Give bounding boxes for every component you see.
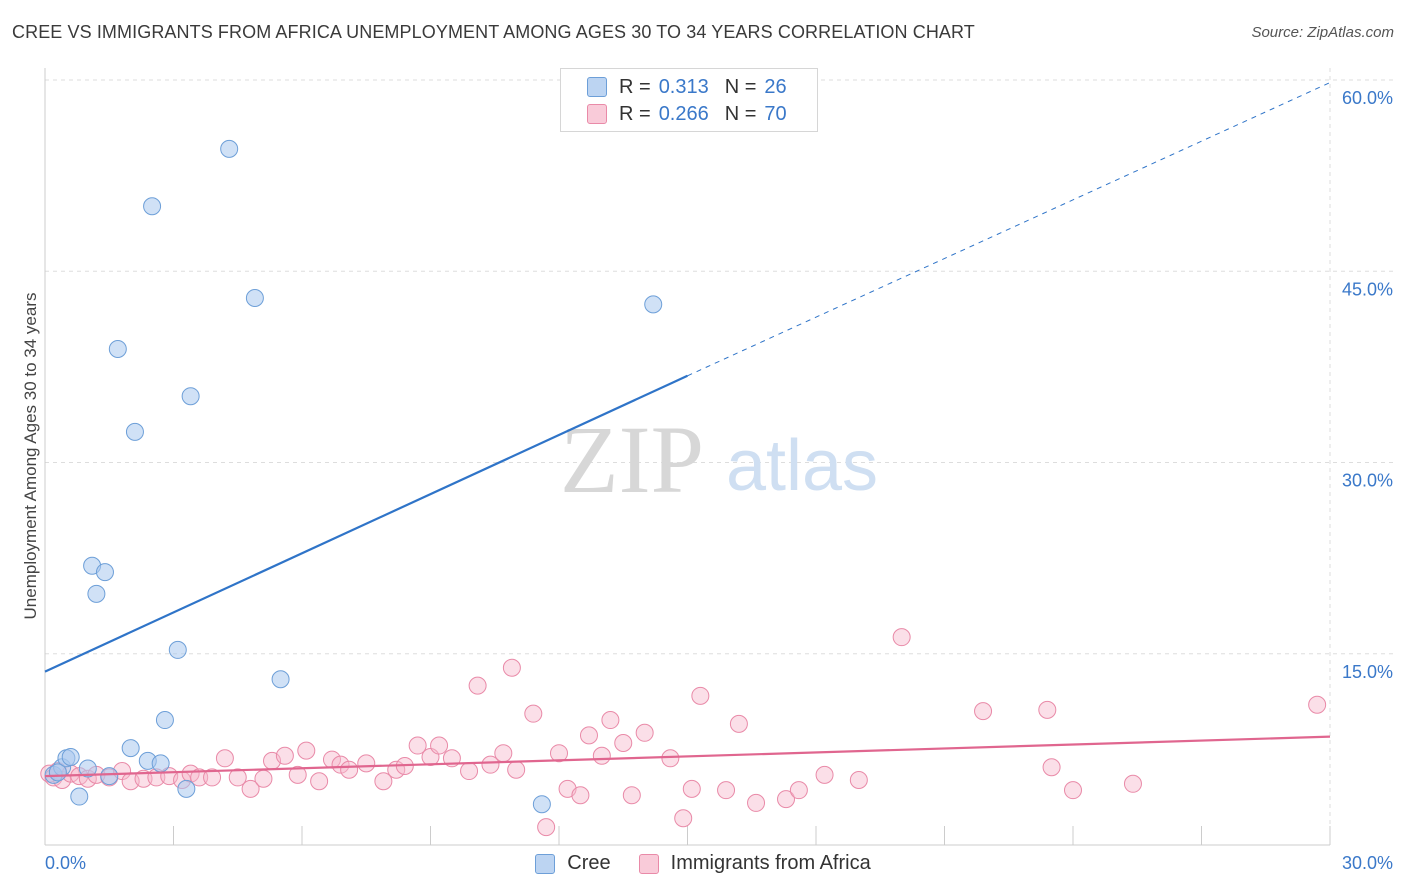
africa-point	[1065, 782, 1082, 799]
africa-point	[850, 771, 867, 788]
africa-point	[692, 687, 709, 704]
africa-point	[341, 761, 358, 778]
africa-point	[1124, 775, 1141, 792]
watermark-zip: ZIP	[560, 406, 704, 513]
y-tick-label: 30.0%	[1342, 471, 1393, 491]
bottom-legend-cree-label: Cree	[567, 852, 610, 875]
cree-point	[221, 140, 238, 157]
africa-point	[255, 770, 272, 787]
cree-point	[178, 780, 195, 797]
cree-point	[49, 764, 66, 781]
africa-point	[1039, 701, 1056, 718]
legend-row-cree: R = 0.313 N = 26	[587, 75, 787, 99]
bottom-legend: Cree Immigrants from Africa	[0, 852, 1406, 875]
cree-point	[156, 712, 173, 729]
africa-point	[538, 819, 555, 836]
africa-point	[593, 747, 610, 764]
cree-point	[62, 749, 79, 766]
africa-swatch	[639, 854, 659, 874]
cree-point	[152, 755, 169, 772]
africa-point	[636, 724, 653, 741]
y-tick-label: 60.0%	[1342, 88, 1393, 108]
africa-point	[816, 766, 833, 783]
legend-r-value: 0.313	[659, 76, 725, 99]
africa-point	[276, 747, 293, 764]
cree-point	[169, 641, 186, 658]
africa-trend-line	[45, 737, 1330, 777]
cree-point	[272, 671, 289, 688]
cree-point	[144, 198, 161, 215]
legend-n-label: N =	[725, 103, 757, 126]
y-tick-label: 15.0%	[1342, 662, 1393, 682]
legend-r-label: R =	[619, 103, 651, 126]
africa-point	[580, 727, 597, 744]
africa-point	[675, 810, 692, 827]
bottom-legend-africa-label: Immigrants from Africa	[671, 852, 871, 875]
legend-n-value: 26	[764, 76, 786, 99]
africa-point	[683, 780, 700, 797]
cree-point	[122, 740, 139, 757]
africa-point	[358, 755, 375, 772]
cree-point	[71, 788, 88, 805]
legend-row-africa: R = 0.266 N = 70	[587, 102, 787, 126]
africa-swatch	[587, 104, 607, 124]
africa-point	[572, 787, 589, 804]
scatter-plot: ZIP atlas 15.0%30.0%45.0%60.0%0.0% 30.0% …	[0, 0, 1406, 892]
africa-point	[748, 794, 765, 811]
cree-point	[109, 341, 126, 358]
y-axis-label: Unemployment Among Ages 30 to 34 years	[21, 293, 40, 620]
africa-point	[662, 750, 679, 767]
africa-point	[469, 677, 486, 694]
grid-layer	[45, 68, 1395, 845]
cree-point	[126, 423, 143, 440]
bottom-legend-cree: Cree	[535, 852, 610, 875]
y-tick-label: 45.0%	[1342, 279, 1393, 299]
africa-point	[431, 737, 448, 754]
africa-point	[508, 761, 525, 778]
africa-point	[975, 703, 992, 720]
cree-point	[101, 768, 118, 785]
cree-point	[88, 585, 105, 602]
africa-point	[730, 715, 747, 732]
watermark-atlas: atlas	[726, 426, 878, 506]
africa-point	[790, 782, 807, 799]
africa-point	[311, 773, 328, 790]
africa-point	[216, 750, 233, 767]
africa-point	[718, 782, 735, 799]
africa-point	[615, 735, 632, 752]
cree-point	[533, 796, 550, 813]
africa-point	[503, 659, 520, 676]
africa-point	[461, 763, 478, 780]
bottom-legend-africa: Immigrants from Africa	[639, 852, 871, 875]
africa-point	[495, 745, 512, 762]
legend-n-label: N =	[725, 76, 757, 99]
africa-point	[1309, 696, 1326, 713]
cree-point	[246, 290, 263, 307]
africa-point	[525, 705, 542, 722]
africa-point	[893, 629, 910, 646]
africa-points-group	[41, 629, 1326, 836]
cree-swatch	[587, 77, 607, 97]
legend-r-value: 0.266	[659, 103, 725, 126]
africa-point	[298, 742, 315, 759]
cree-point	[645, 296, 662, 313]
africa-point	[1043, 759, 1060, 776]
africa-point	[602, 712, 619, 729]
legend-r-label: R =	[619, 76, 651, 99]
cree-point	[182, 388, 199, 405]
cree-point	[96, 564, 113, 581]
cree-swatch	[535, 854, 555, 874]
legend-box: R = 0.313 N = 26 R = 0.266 N = 70	[560, 68, 818, 132]
cree-trend-line	[45, 376, 688, 672]
africa-point	[623, 787, 640, 804]
legend-n-value: 70	[764, 103, 786, 126]
